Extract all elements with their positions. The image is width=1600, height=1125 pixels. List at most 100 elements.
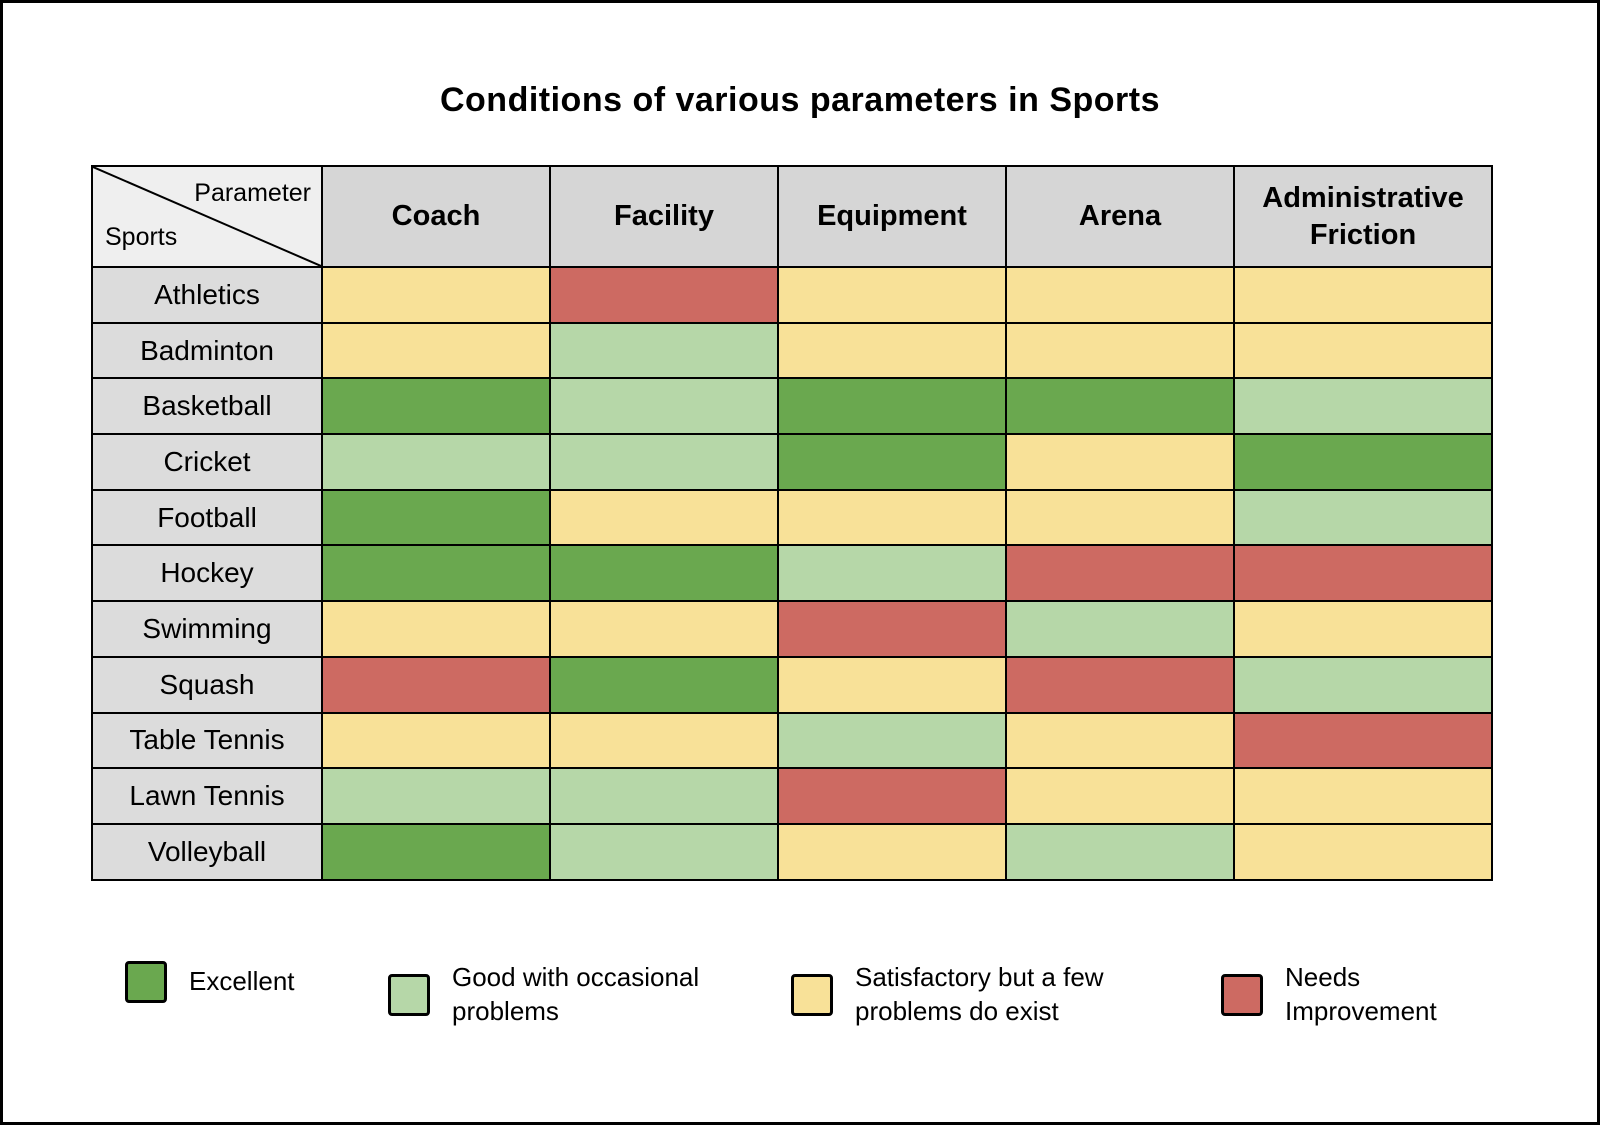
cell-badminton-arena: [1005, 321, 1235, 380]
row-header-squash: Squash: [91, 655, 323, 714]
cell-badminton-equipment: [777, 321, 1007, 380]
legend: Excellent Good with occasional problems Sa…: [3, 961, 1597, 1071]
cell-lawn-tennis-equipment: [777, 767, 1007, 825]
legend-label-needs-improvement: Needs Improvement: [1285, 962, 1437, 1026]
column-header-equipment: Equipment: [777, 165, 1007, 268]
cell-badminton-coach: [321, 321, 551, 380]
heatmap-row-table-tennis: Table Tennis: [91, 711, 1493, 770]
cell-table-tennis-facility: [549, 711, 779, 770]
cell-athletics-arena: [1005, 266, 1235, 324]
cell-football-administrative-friction: [1233, 488, 1493, 547]
cell-badminton-facility: [549, 321, 779, 380]
cell-football-coach: [321, 488, 551, 547]
corner-parameter-label: Parameter: [194, 179, 311, 207]
cell-swimming-administrative-friction: [1233, 600, 1493, 658]
cell-swimming-arena: [1005, 600, 1235, 658]
heatmap-row-lawn-tennis: Lawn Tennis: [91, 767, 1493, 825]
cell-athletics-facility: [549, 266, 779, 324]
row-header-swimming: Swimming: [91, 600, 323, 658]
cell-table-tennis-equipment: [777, 711, 1007, 770]
row-header-volleyball: Volleyball: [91, 822, 323, 881]
cell-table-tennis-coach: [321, 711, 551, 770]
cell-squash-arena: [1005, 655, 1235, 714]
cell-volleyball-coach: [321, 822, 551, 881]
cell-volleyball-administrative-friction: [1233, 822, 1493, 881]
legend-swatch-good-with-occasional-problems: [388, 973, 430, 1016]
legend-item-satisfactory-but-a-few-problems-do-exist: Satisfactory but a few problems do exist: [791, 961, 1140, 1029]
row-header-lawn-tennis: Lawn Tennis: [91, 767, 323, 825]
cell-volleyball-arena: [1005, 822, 1235, 881]
cell-lawn-tennis-facility: [549, 767, 779, 825]
cell-cricket-equipment: [777, 433, 1007, 491]
cell-cricket-coach: [321, 433, 551, 491]
legend-item-good-with-occasional-problems: Good with occasional problems: [388, 961, 732, 1029]
heatmap-row-cricket: Cricket: [91, 433, 1493, 491]
cell-cricket-arena: [1005, 433, 1235, 491]
cell-table-tennis-arena: [1005, 711, 1235, 770]
cell-badminton-administrative-friction: [1233, 321, 1493, 380]
row-header-hockey: Hockey: [91, 544, 323, 603]
column-header-arena: Arena: [1005, 165, 1235, 268]
cell-athletics-equipment: [777, 266, 1007, 324]
cell-squash-administrative-friction: [1233, 655, 1493, 714]
cell-basketball-facility: [549, 377, 779, 436]
cell-cricket-facility: [549, 433, 779, 491]
column-header-coach: Coach: [321, 165, 551, 268]
corner-diagonal-line: [93, 167, 321, 266]
legend-label-satisfactory-but-a-few-problems-do-exist: Satisfactory but a few problems do exist: [855, 962, 1104, 1026]
heatmap-row-squash: Squash: [91, 655, 1493, 714]
cell-hockey-coach: [321, 544, 551, 603]
legend-item-needs-improvement: Needs Improvement: [1221, 961, 1455, 1029]
legend-item-excellent: Excellent: [125, 961, 295, 1003]
cell-athletics-coach: [321, 266, 551, 324]
cell-basketball-administrative-friction: [1233, 377, 1493, 436]
cell-lawn-tennis-coach: [321, 767, 551, 825]
heatmap-row-hockey: Hockey: [91, 544, 1493, 603]
heatmap-row-badminton: Badminton: [91, 321, 1493, 380]
cell-lawn-tennis-administrative-friction: [1233, 767, 1493, 825]
row-header-badminton: Badminton: [91, 321, 323, 380]
cell-basketball-coach: [321, 377, 551, 436]
cell-swimming-equipment: [777, 600, 1007, 658]
heatmap-row-football: Football: [91, 488, 1493, 547]
legend-swatch-satisfactory-but-a-few-problems-do-exist: [791, 973, 833, 1016]
corner-sports-label: Sports: [105, 223, 178, 251]
cell-cricket-administrative-friction: [1233, 433, 1493, 491]
corner-cell: Parameter Sports: [91, 165, 323, 268]
cell-squash-facility: [549, 655, 779, 714]
row-header-athletics: Athletics: [91, 266, 323, 324]
header-row: Parameter Sports Coach Facility Equipment A…: [91, 165, 1493, 268]
column-header-facility: Facility: [549, 165, 779, 268]
cell-swimming-coach: [321, 600, 551, 658]
heatmap-body: Athletics Badminton Basketball Cricket Footb…: [91, 266, 1493, 881]
legend-swatch-needs-improvement: [1221, 973, 1263, 1016]
cell-volleyball-equipment: [777, 822, 1007, 881]
heatmap-row-basketball: Basketball: [91, 377, 1493, 436]
cell-basketball-equipment: [777, 377, 1007, 436]
cell-hockey-equipment: [777, 544, 1007, 603]
legend-label-good-with-occasional-problems: Good with occasional problems: [452, 962, 700, 1026]
chart-title: Conditions of various parameters in Spor…: [439, 81, 1160, 119]
cell-athletics-administrative-friction: [1233, 266, 1493, 324]
cell-table-tennis-administrative-friction: [1233, 711, 1493, 770]
row-header-table-tennis: Table Tennis: [91, 711, 323, 770]
column-header-administrative-friction: Administrative Friction: [1233, 165, 1493, 268]
row-header-football: Football: [91, 488, 323, 547]
cell-football-equipment: [777, 488, 1007, 547]
cell-hockey-facility: [549, 544, 779, 603]
cell-lawn-tennis-arena: [1005, 767, 1235, 825]
heatmap-row-athletics: Athletics: [91, 266, 1493, 324]
legend-swatch-excellent: [125, 961, 167, 1003]
cell-swimming-facility: [549, 600, 779, 658]
cell-football-arena: [1005, 488, 1235, 547]
heatmap-row-volleyball: Volleyball: [91, 822, 1493, 881]
cell-squash-equipment: [777, 655, 1007, 714]
row-header-basketball: Basketball: [91, 377, 323, 436]
cell-volleyball-facility: [549, 822, 779, 881]
row-header-cricket: Cricket: [91, 433, 323, 491]
cell-squash-coach: [321, 655, 551, 714]
heatmap-table: Parameter Sports Coach Facility Equipment A…: [91, 165, 1493, 881]
heatmap-row-swimming: Swimming: [91, 600, 1493, 658]
cell-hockey-administrative-friction: [1233, 544, 1493, 603]
